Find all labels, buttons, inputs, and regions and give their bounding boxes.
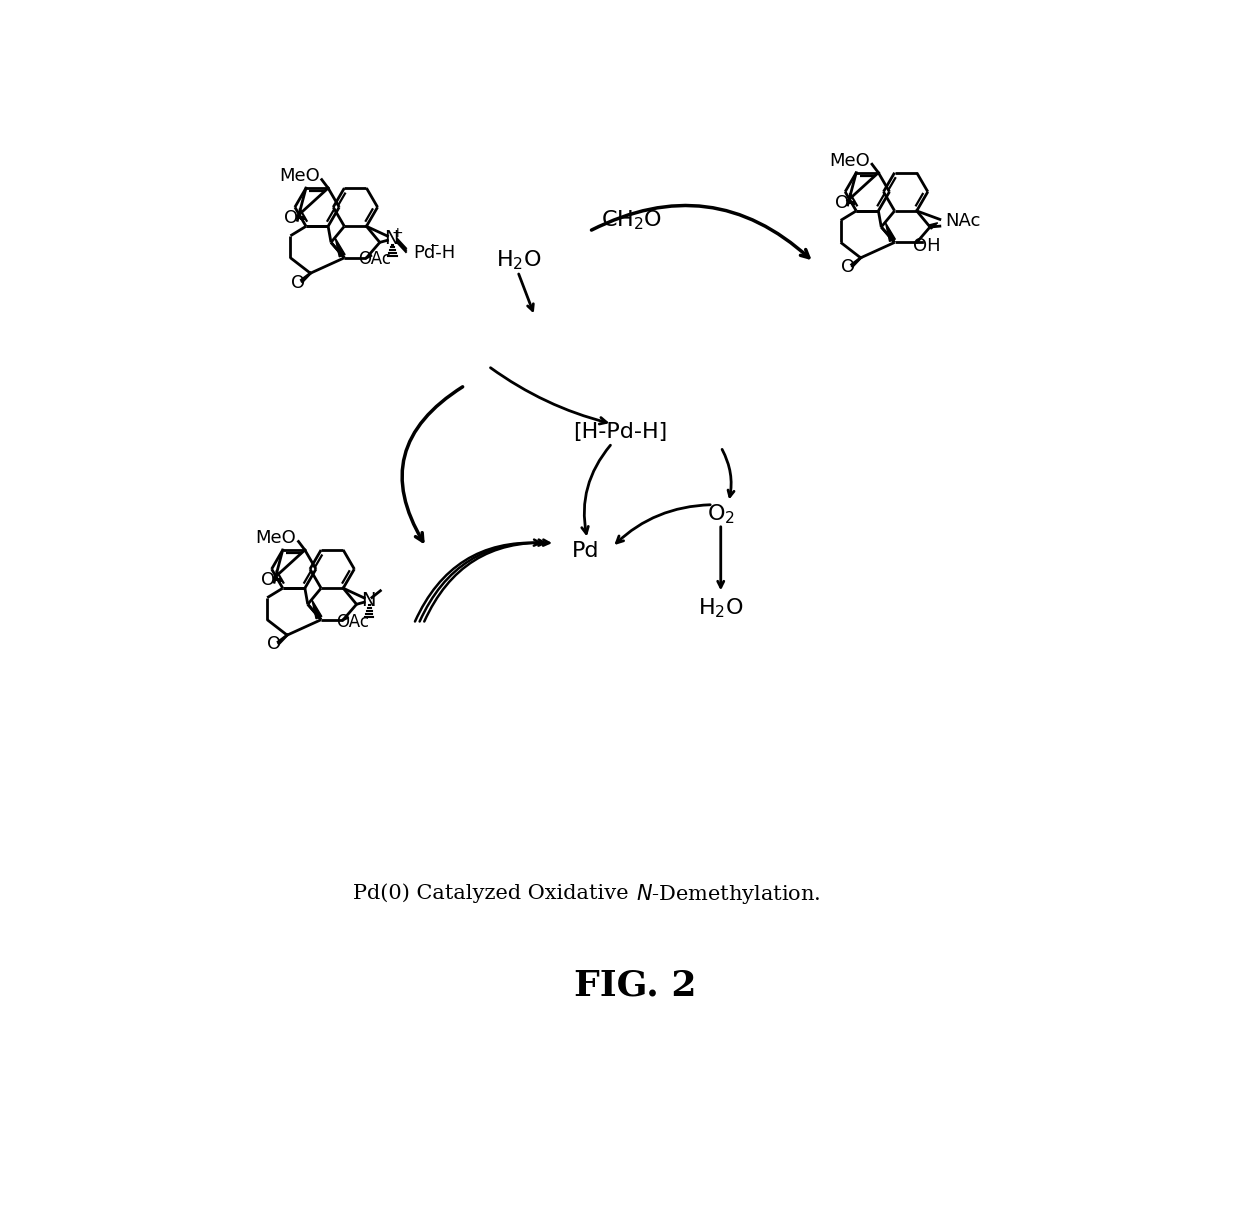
Text: MeO: MeO	[255, 529, 296, 547]
Text: OAc: OAc	[358, 251, 392, 268]
Text: H$_2$O: H$_2$O	[496, 249, 542, 273]
Text: Pd-H: Pd-H	[413, 244, 455, 262]
Text: FIG. 2: FIG. 2	[574, 969, 697, 1003]
Polygon shape	[885, 222, 895, 242]
Text: Pd: Pd	[572, 541, 599, 561]
Text: O: O	[262, 571, 275, 589]
Text: N: N	[361, 590, 376, 610]
Text: NAc: NAc	[945, 211, 981, 230]
Text: $\it{N}$-Demethylation.: $\it{N}$-Demethylation.	[635, 881, 820, 906]
Text: O: O	[284, 209, 299, 227]
Text: N: N	[384, 229, 399, 248]
Text: OAc: OAc	[336, 612, 370, 631]
Text: OH: OH	[913, 237, 941, 255]
Text: O: O	[835, 194, 849, 211]
Polygon shape	[929, 222, 937, 229]
Text: $^-$: $^-$	[427, 241, 440, 259]
Text: MeO: MeO	[279, 167, 320, 186]
Text: Pd(0) Catalyzed Oxidative: Pd(0) Catalyzed Oxidative	[353, 884, 635, 903]
Text: O: O	[290, 274, 305, 292]
Text: +: +	[392, 226, 403, 240]
Text: H$_2$O: H$_2$O	[698, 596, 744, 621]
Polygon shape	[312, 600, 322, 618]
Text: O: O	[841, 258, 854, 276]
Polygon shape	[335, 238, 345, 257]
Text: CH$_2$O: CH$_2$O	[601, 208, 662, 232]
Text: O$_2$: O$_2$	[707, 502, 735, 525]
Text: [H-Pd-H]: [H-Pd-H]	[573, 422, 667, 441]
Text: MeO: MeO	[830, 152, 870, 170]
Text: O: O	[268, 635, 281, 654]
